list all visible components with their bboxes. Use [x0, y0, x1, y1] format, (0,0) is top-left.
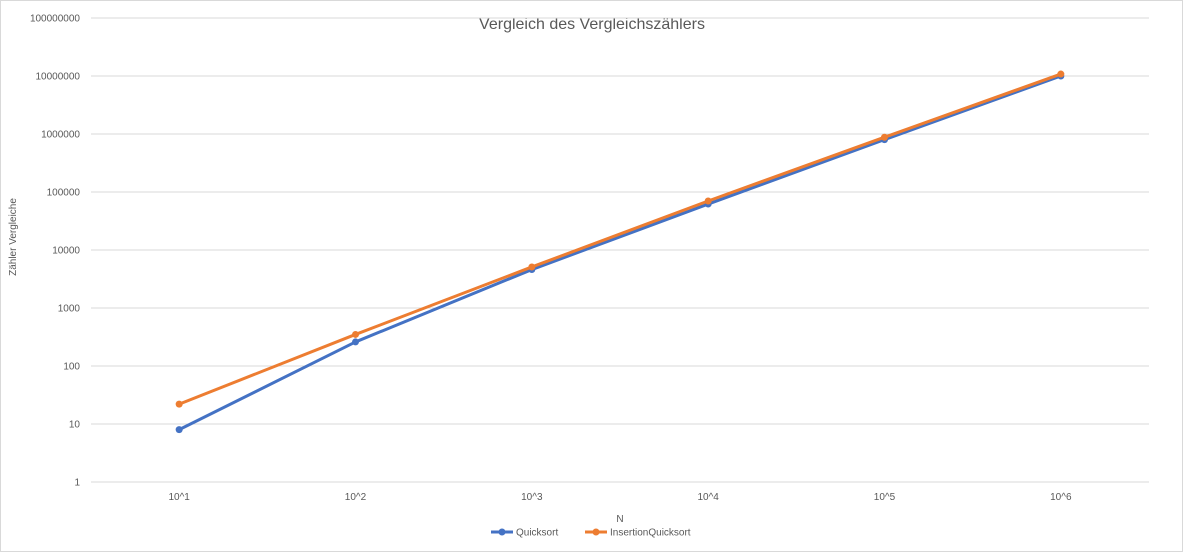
data-point: [881, 133, 888, 141]
legend-label: Quicksort: [516, 528, 558, 539]
y-tick-label: 100000000: [30, 14, 80, 25]
data-point: [352, 338, 359, 346]
legend-swatch-marker: [592, 528, 600, 536]
data-point: [175, 426, 183, 434]
y-tick-label: 10: [69, 420, 81, 431]
data-point: [704, 197, 712, 205]
x-axis-ticks: 10^1 10^2 10^3 10^4 10^5 10^6: [168, 492, 1071, 503]
y-tick-label: 100000: [47, 188, 81, 199]
data-point: [352, 330, 359, 338]
y-axis-title: Zähler Vergleiche: [8, 198, 19, 276]
legend-label: InsertionQuicksort: [610, 528, 691, 539]
legend: Quicksort InsertionQuicksort: [491, 528, 691, 539]
legend-item: InsertionQuicksort: [585, 528, 691, 539]
legend-item: Quicksort: [491, 528, 558, 539]
x-tick-label: 10^1: [168, 492, 190, 503]
y-tick-label: 1000: [58, 304, 81, 315]
x-tick-label: 10^4: [697, 492, 719, 503]
series-quicksort: [175, 72, 1065, 434]
y-tick-label: 10000000: [36, 72, 81, 83]
data-point: [528, 263, 536, 271]
x-tick-label: 10^5: [874, 492, 896, 503]
series-line: [177, 74, 1063, 432]
series-insertionquicksort: [175, 70, 1065, 408]
chart-title: Vergleich des Vergleichszählers: [479, 16, 705, 33]
x-axis-title: N: [616, 514, 623, 525]
x-tick-label: 10^2: [345, 492, 367, 503]
series-line: [177, 72, 1063, 406]
gridlines: [91, 17, 1149, 483]
series-layer: [175, 70, 1065, 434]
x-tick-label: 10^3: [521, 492, 543, 503]
y-tick-label: 10000: [52, 246, 80, 257]
y-axis-ticks: 1 10 100 1000 10000 100000 1000000 10000000 1000…: [30, 14, 81, 489]
y-tick-label: 1000000: [41, 130, 80, 141]
y-tick-label: 1: [74, 478, 80, 489]
legend-swatch-marker: [498, 528, 506, 536]
data-point: [1057, 70, 1065, 78]
x-tick-label: 10^6: [1050, 492, 1072, 503]
y-tick-label: 100: [63, 362, 80, 373]
data-point: [175, 400, 183, 408]
